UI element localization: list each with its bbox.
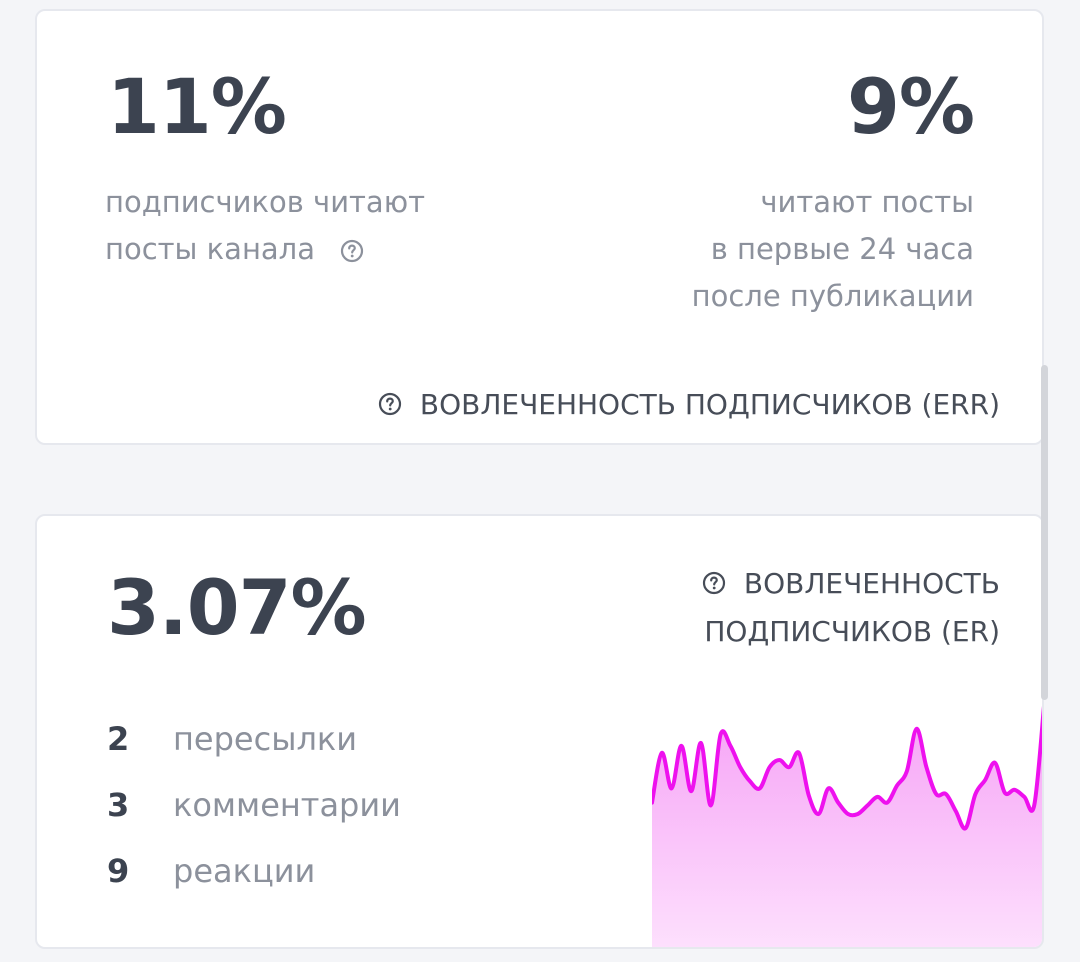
err-desc-line: подписчиков читают (105, 185, 426, 219)
question-circle-icon[interactable] (340, 239, 364, 263)
er-stats-list: 2 пересылки 3 комментарии 9 реакции (107, 706, 401, 904)
err-card-title: ВОВЛЕЧЕННОСТЬ ПОДПИСЧИКОВ (ERR) (378, 381, 1000, 429)
stat-row-comments: 3 комментарии (107, 772, 401, 838)
forwards-label: пересылки (173, 720, 358, 758)
err-first-day-description: читают посты в первые 24 часа после публ… (692, 179, 974, 320)
err-subscribers-description: подписчиков читают посты канала (105, 179, 425, 273)
forwards-count: 2 (107, 720, 130, 758)
scrollbar[interactable] (1041, 365, 1048, 700)
err-desc-line: читают посты (760, 185, 974, 219)
err-desc-line: посты канала (105, 232, 315, 266)
err-subscribers-value: 11% (107, 62, 287, 151)
sparkline-area (652, 728, 1042, 947)
question-circle-icon[interactable] (702, 571, 726, 595)
comments-label: комментарии (173, 786, 401, 824)
stat-row-forwards: 2 пересылки (107, 706, 401, 772)
er-value: 3.07% (107, 563, 367, 652)
reactions-count: 9 (107, 852, 130, 890)
err-card: 11% подписчиков читают посты канала 9% ч… (35, 9, 1044, 445)
reactions-label: реакции (173, 852, 316, 890)
err-desc-line: в первые 24 часа (710, 232, 974, 266)
err-first-day-value: 9% (846, 62, 975, 151)
err-desc-line: после публикации (691, 279, 974, 313)
er-title-line: ВОВЛЕЧЕННОСТЬ (743, 567, 1000, 600)
er-title-line: ПОДПИСЧИКОВ (ER) (704, 615, 1000, 648)
er-card: 3.07% ВОВЛЕЧЕННОСТЬ ПОДПИСЧИКОВ (ER) 2 п… (35, 514, 1044, 949)
question-circle-icon[interactable] (378, 392, 402, 416)
sparkline-line (652, 705, 1042, 831)
er-sparkline-chart (652, 705, 1042, 947)
stat-row-reactions: 9 реакции (107, 838, 401, 904)
comments-count: 3 (107, 786, 130, 824)
err-title-text: ВОВЛЕЧЕННОСТЬ ПОДПИСЧИКОВ (ERR) (419, 388, 1000, 421)
er-card-title: ВОВЛЕЧЕННОСТЬ ПОДПИСЧИКОВ (ER) (702, 560, 1000, 656)
